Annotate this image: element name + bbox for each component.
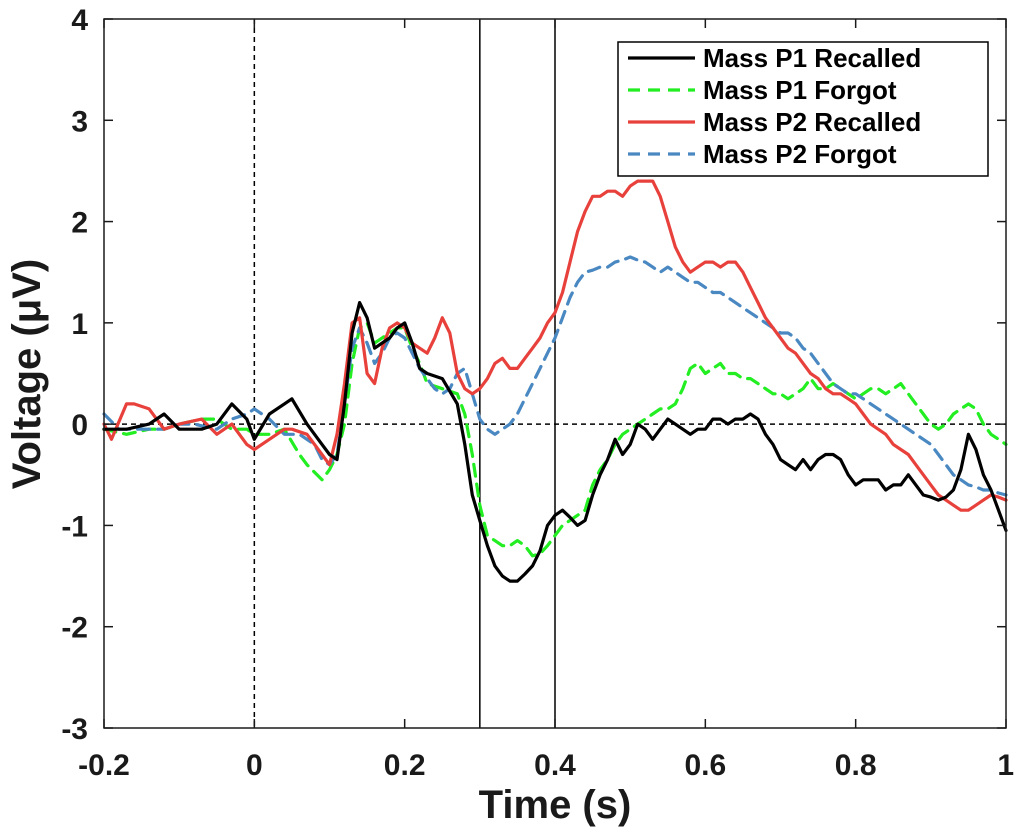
- x-tick-label: 0.2: [384, 749, 426, 782]
- legend-label: Mass P1 Recalled: [703, 43, 921, 73]
- x-axis-ticks: -0.2 0 0.2 0.4 0.6 0.8 1: [78, 19, 1014, 782]
- y-tick-label: -1: [61, 510, 88, 543]
- y-tick-label: 1: [71, 308, 88, 341]
- x-tick-label: 0.6: [684, 749, 726, 782]
- y-axis-ticks: -3 -2 -1 0 1 2 3 4: [61, 4, 1006, 746]
- legend-label: Mass P2 Forgot: [703, 139, 897, 169]
- legend-label: Mass P2 Recalled: [703, 107, 921, 137]
- series-line-mass-p2-recalled: [102, 179, 1008, 512]
- series-line-mass-p2-forgot: [102, 255, 1008, 497]
- series-line-mass-p1-recalled: [102, 301, 1008, 583]
- y-tick-label: 2: [71, 207, 88, 240]
- y-axis-label: Voltage (μV): [5, 259, 49, 489]
- x-axis-label: Time (s): [479, 783, 632, 827]
- y-tick-label: 4: [71, 4, 88, 37]
- y-tick-label: 0: [71, 409, 88, 442]
- y-tick-label: 3: [71, 105, 88, 138]
- series-lines: [102, 179, 1008, 583]
- x-tick-label: 0: [246, 749, 263, 782]
- reference-lines: [104, 19, 1006, 728]
- x-tick-label: 1: [997, 749, 1014, 782]
- y-tick-label: -3: [61, 713, 88, 746]
- legend-label: Mass P1 Forgot: [703, 75, 897, 105]
- x-tick-label: 0.4: [534, 749, 576, 782]
- y-tick-label: -2: [61, 612, 88, 645]
- x-tick-label: 0.8: [835, 749, 877, 782]
- x-tick-label: -0.2: [78, 749, 130, 782]
- series-line-mass-p1-forgot: [102, 321, 1008, 558]
